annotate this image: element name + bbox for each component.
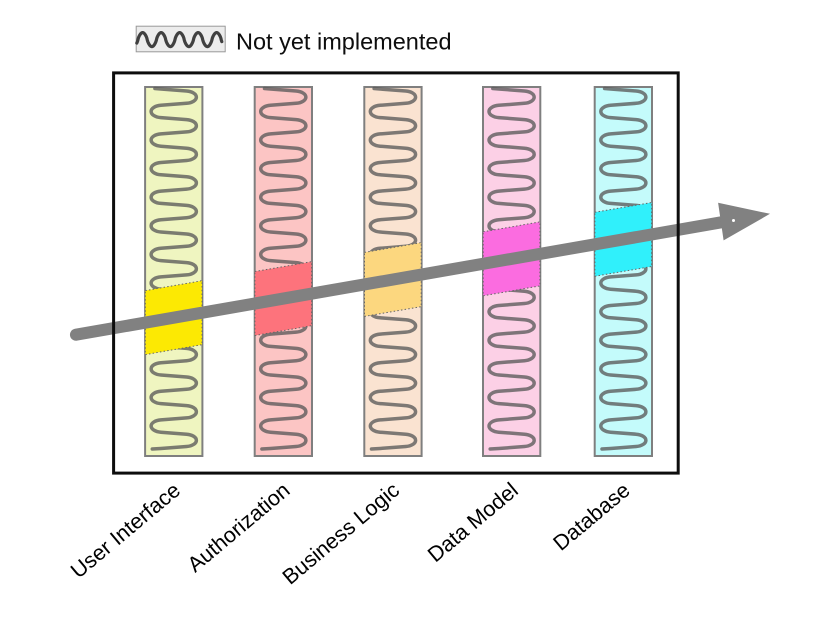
svg-text:Not yet implemented: Not yet implemented	[236, 29, 452, 55]
